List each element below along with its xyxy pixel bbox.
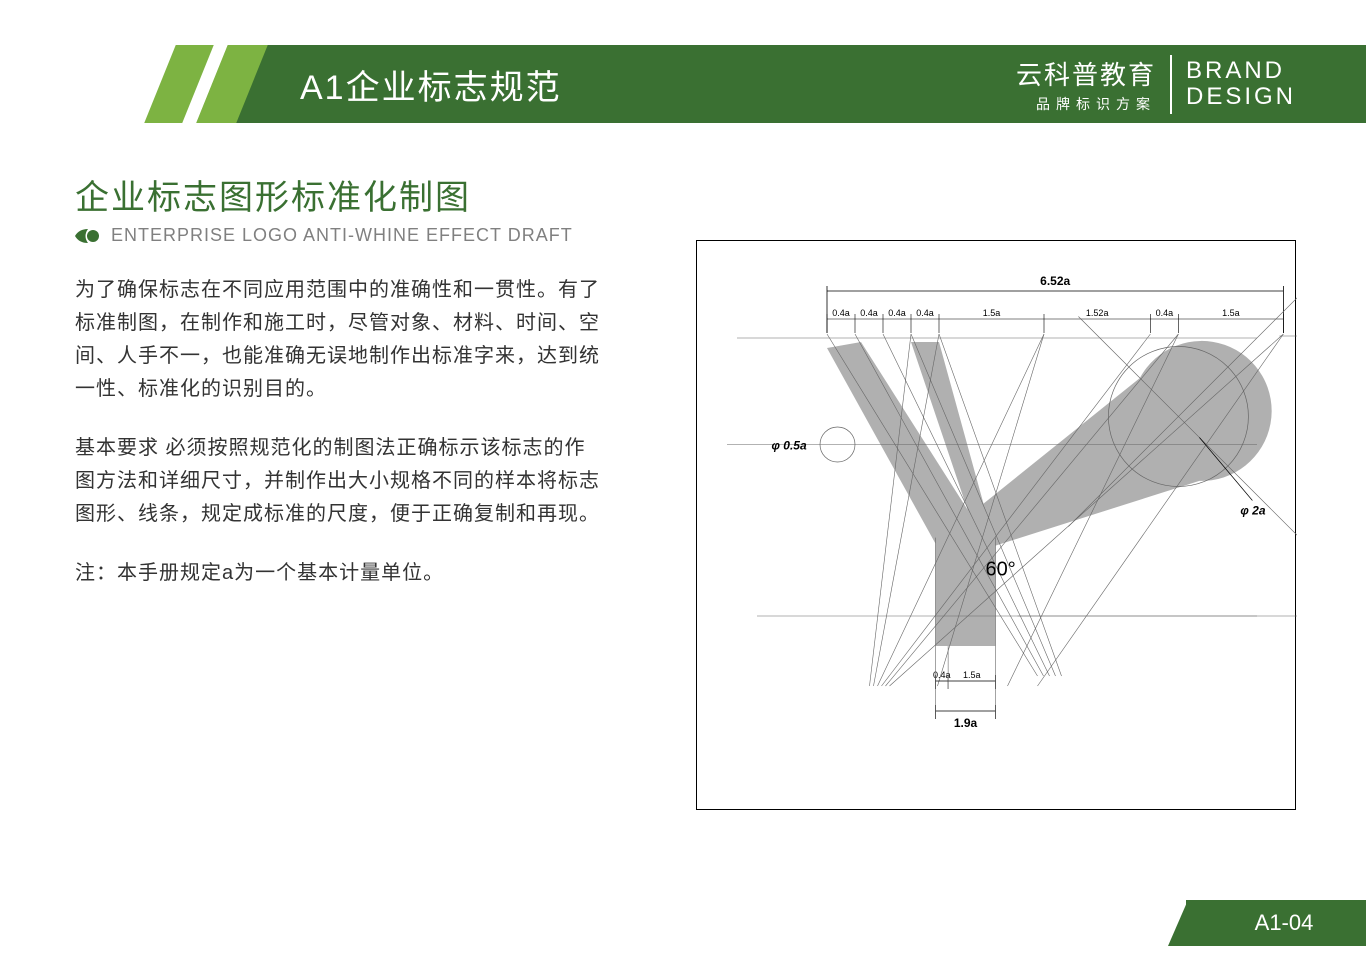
header-brand-block: 云科普教育 品牌标识方案 BRAND DESIGN: [1016, 55, 1296, 114]
svg-text:0.4a: 0.4a: [888, 308, 906, 318]
svg-text:0.4a: 0.4a: [860, 308, 878, 318]
svg-text:0.4a: 0.4a: [916, 308, 934, 318]
svg-text:1.5a: 1.5a: [963, 670, 981, 680]
svg-text:0.4a: 0.4a: [832, 308, 850, 318]
paragraph-2: 基本要求 必须按照规范化的制图法正确标示该标志的作图方法和详细尺寸，并制作出大小…: [75, 432, 605, 531]
page-number: A1-04: [1255, 910, 1314, 936]
page-number-tag: A1-04: [1186, 900, 1366, 946]
brand-english: BRAND DESIGN: [1186, 58, 1296, 111]
bullet-icon: [75, 229, 101, 243]
section-title-cn: 企业标志图形标准化制图: [75, 170, 1296, 219]
header-bar: A1企业标志规范 云科普教育 品牌标识方案 BRAND DESIGN: [0, 45, 1366, 123]
svg-text:1.52a: 1.52a: [1086, 308, 1109, 318]
section-title-en: ENTERPRISE LOGO ANTI-WHINE EFFECT DRAFT: [111, 225, 573, 246]
svg-text:1.9a: 1.9a: [954, 716, 978, 730]
svg-text:1.5a: 1.5a: [1222, 308, 1240, 318]
construction-diagram: 6.52a 0.4a 0.4a 0.4a 0.4a 1.5a 1.52a 0.4a 1.5a 60…: [697, 241, 1297, 811]
svg-text:φ 2a: φ 2a: [1240, 504, 1265, 518]
paragraph-1: 为了确保标志在不同应用范围中的准确性和一贯性。有了标准制图，在制作和施工时，尽管…: [75, 274, 605, 406]
svg-text:60°: 60°: [986, 559, 1016, 581]
header-title: A1企业标志规范: [300, 60, 562, 109]
brand-en-line1: BRAND: [1186, 58, 1296, 84]
svg-text:0.4a: 0.4a: [1156, 308, 1174, 318]
diagram-frame: 6.52a 0.4a 0.4a 0.4a 0.4a 1.5a 1.52a 0.4a 1.5a 60…: [696, 240, 1296, 810]
paragraph-3: 注：本手册规定a为一个基本计量单位。: [75, 557, 605, 590]
brand-cn-sub: 品牌标识方案: [1016, 94, 1156, 114]
brand-en-line2: DESIGN: [1186, 84, 1296, 110]
brand-cn-main: 云科普教育: [1016, 55, 1156, 92]
body-text-block: 为了确保标志在不同应用范围中的准确性和一贯性。有了标准制图，在制作和施工时，尽管…: [75, 274, 605, 590]
content-area: 企业标志图形标准化制图 ENTERPRISE LOGO ANTI-WHINE E…: [75, 170, 1296, 886]
svg-text:6.52a: 6.52a: [1040, 274, 1070, 288]
header-stripes: [160, 45, 270, 123]
brand-chinese: 云科普教育 品牌标识方案: [1016, 55, 1172, 114]
svg-text:1.5a: 1.5a: [983, 308, 1001, 318]
svg-text:φ 0.5a: φ 0.5a: [772, 439, 807, 453]
